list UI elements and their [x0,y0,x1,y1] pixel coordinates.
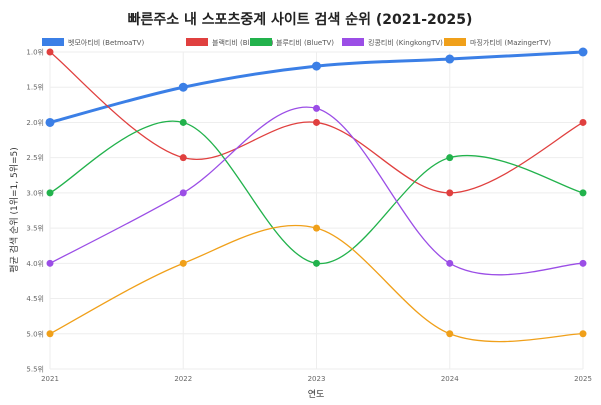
x-tick-label: 2022 [174,375,192,383]
data-point [179,189,187,197]
data-point [579,118,587,126]
x-tick-label: 2025 [574,375,592,383]
y-tick-label: 4.5위 [26,295,44,303]
y-tick-label: 3.5위 [26,225,44,233]
x-axis-label: 연도 [308,389,325,400]
legend-label: 블루티비 (BlueTV) [276,38,334,47]
data-point [446,189,454,197]
y-tick-label: 5.5위 [26,366,44,374]
data-point [313,104,320,112]
y-tick-label: 4.0위 [26,260,44,268]
legend-label: 벳모아티비 (BetmoaTV) [68,38,144,47]
data-point [578,47,588,57]
x-tick-label: 2024 [441,375,459,383]
y-axis-label: 평균 검색 순위 (1위=1, 5위=5) [8,147,20,273]
data-point [313,118,320,126]
legend-label: 마징가티비 (MazingerTV) [470,38,551,47]
data-point [446,259,454,267]
data-point [313,259,320,267]
x-tick-label: 2023 [308,375,326,383]
data-point [446,330,454,338]
data-point [579,259,587,267]
data-point [579,189,587,197]
data-point [446,154,454,162]
data-point [179,118,187,126]
y-tick-label: 5.0위 [26,330,44,338]
data-point [46,330,54,338]
legend-swatch [42,38,64,46]
legend-swatch [342,38,364,46]
y-tick-label: 2.5위 [26,154,44,162]
data-point [178,82,188,92]
y-tick-label: 3.0위 [26,189,44,197]
data-point [46,48,54,56]
data-point [179,259,187,267]
data-point [46,259,54,267]
legend-swatch [444,38,466,46]
data-point [313,224,320,232]
legend-label: 블랙티비 (BlackTV) [212,38,274,47]
data-point [46,189,54,197]
legend-swatch [186,38,208,46]
data-point [45,117,55,127]
data-point [445,54,455,64]
chart-title: 빠른주소 내 스포츠중계 사이트 검색 순위 (2021-2025) [128,11,473,28]
legend-label: 킹콩티비 (KingkongTV) [368,38,443,47]
y-tick-label: 1.0위 [26,49,44,57]
legend-swatch [250,38,272,46]
data-point [312,61,321,71]
data-point [579,330,587,338]
x-tick-label: 2021 [41,375,59,383]
y-tick-label: 2.0위 [26,119,44,127]
y-tick-label: 1.5위 [26,84,44,92]
data-point [179,154,187,162]
